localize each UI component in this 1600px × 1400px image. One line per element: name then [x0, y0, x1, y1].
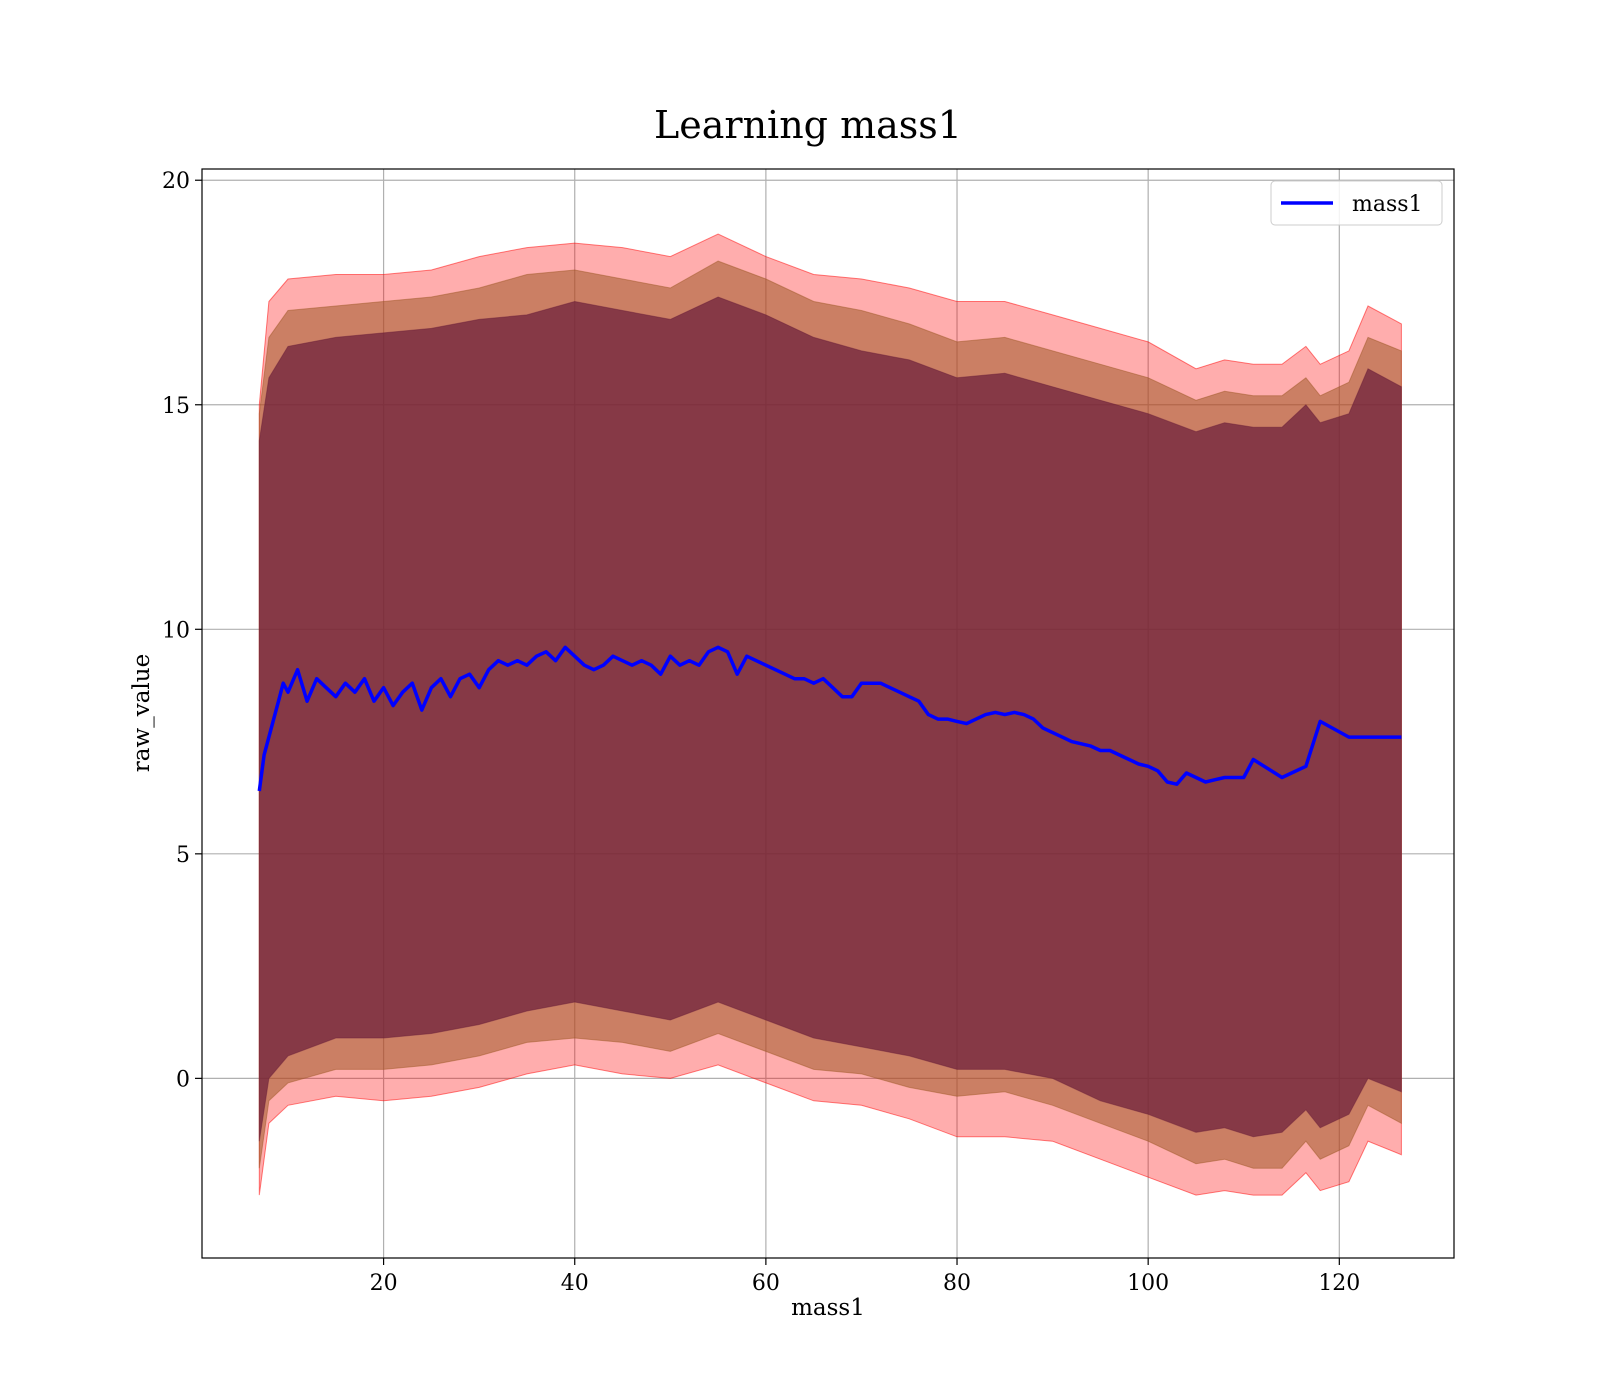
legend-box [1270, 180, 1443, 226]
y-tick-label: 20 [162, 169, 190, 194]
plot-frame [201, 168, 1455, 1259]
tick-layer: 20 40 60 80 100 120 0 5 10 15 20 [162, 169, 1360, 1296]
y-axis-label: raw_value [129, 654, 155, 772]
line-layer [257, 645, 1402, 792]
x-axis-label: mass1 [791, 1295, 865, 1321]
y-tick-label: 10 [162, 618, 190, 643]
x-tick-label: 80 [943, 1271, 971, 1296]
x-tick-label: 60 [752, 1271, 780, 1296]
series-line-mass1 [257, 645, 1402, 792]
chart-title: Learning mass1 [654, 103, 962, 147]
band-layer [258, 233, 1402, 1196]
legend: mass1 [1270, 180, 1443, 226]
legend-label-mass1: mass1 [1352, 192, 1423, 217]
band-inner [258, 296, 1402, 1142]
x-tick-label: 40 [561, 1271, 589, 1296]
y-tick-label: 5 [176, 843, 190, 868]
y-tick-label: 15 [162, 394, 190, 419]
x-tick-label: 120 [1318, 1271, 1360, 1296]
x-tick-label: 100 [1127, 1271, 1169, 1296]
y-tick-label: 0 [176, 1067, 190, 1092]
x-tick-label: 20 [370, 1271, 398, 1296]
